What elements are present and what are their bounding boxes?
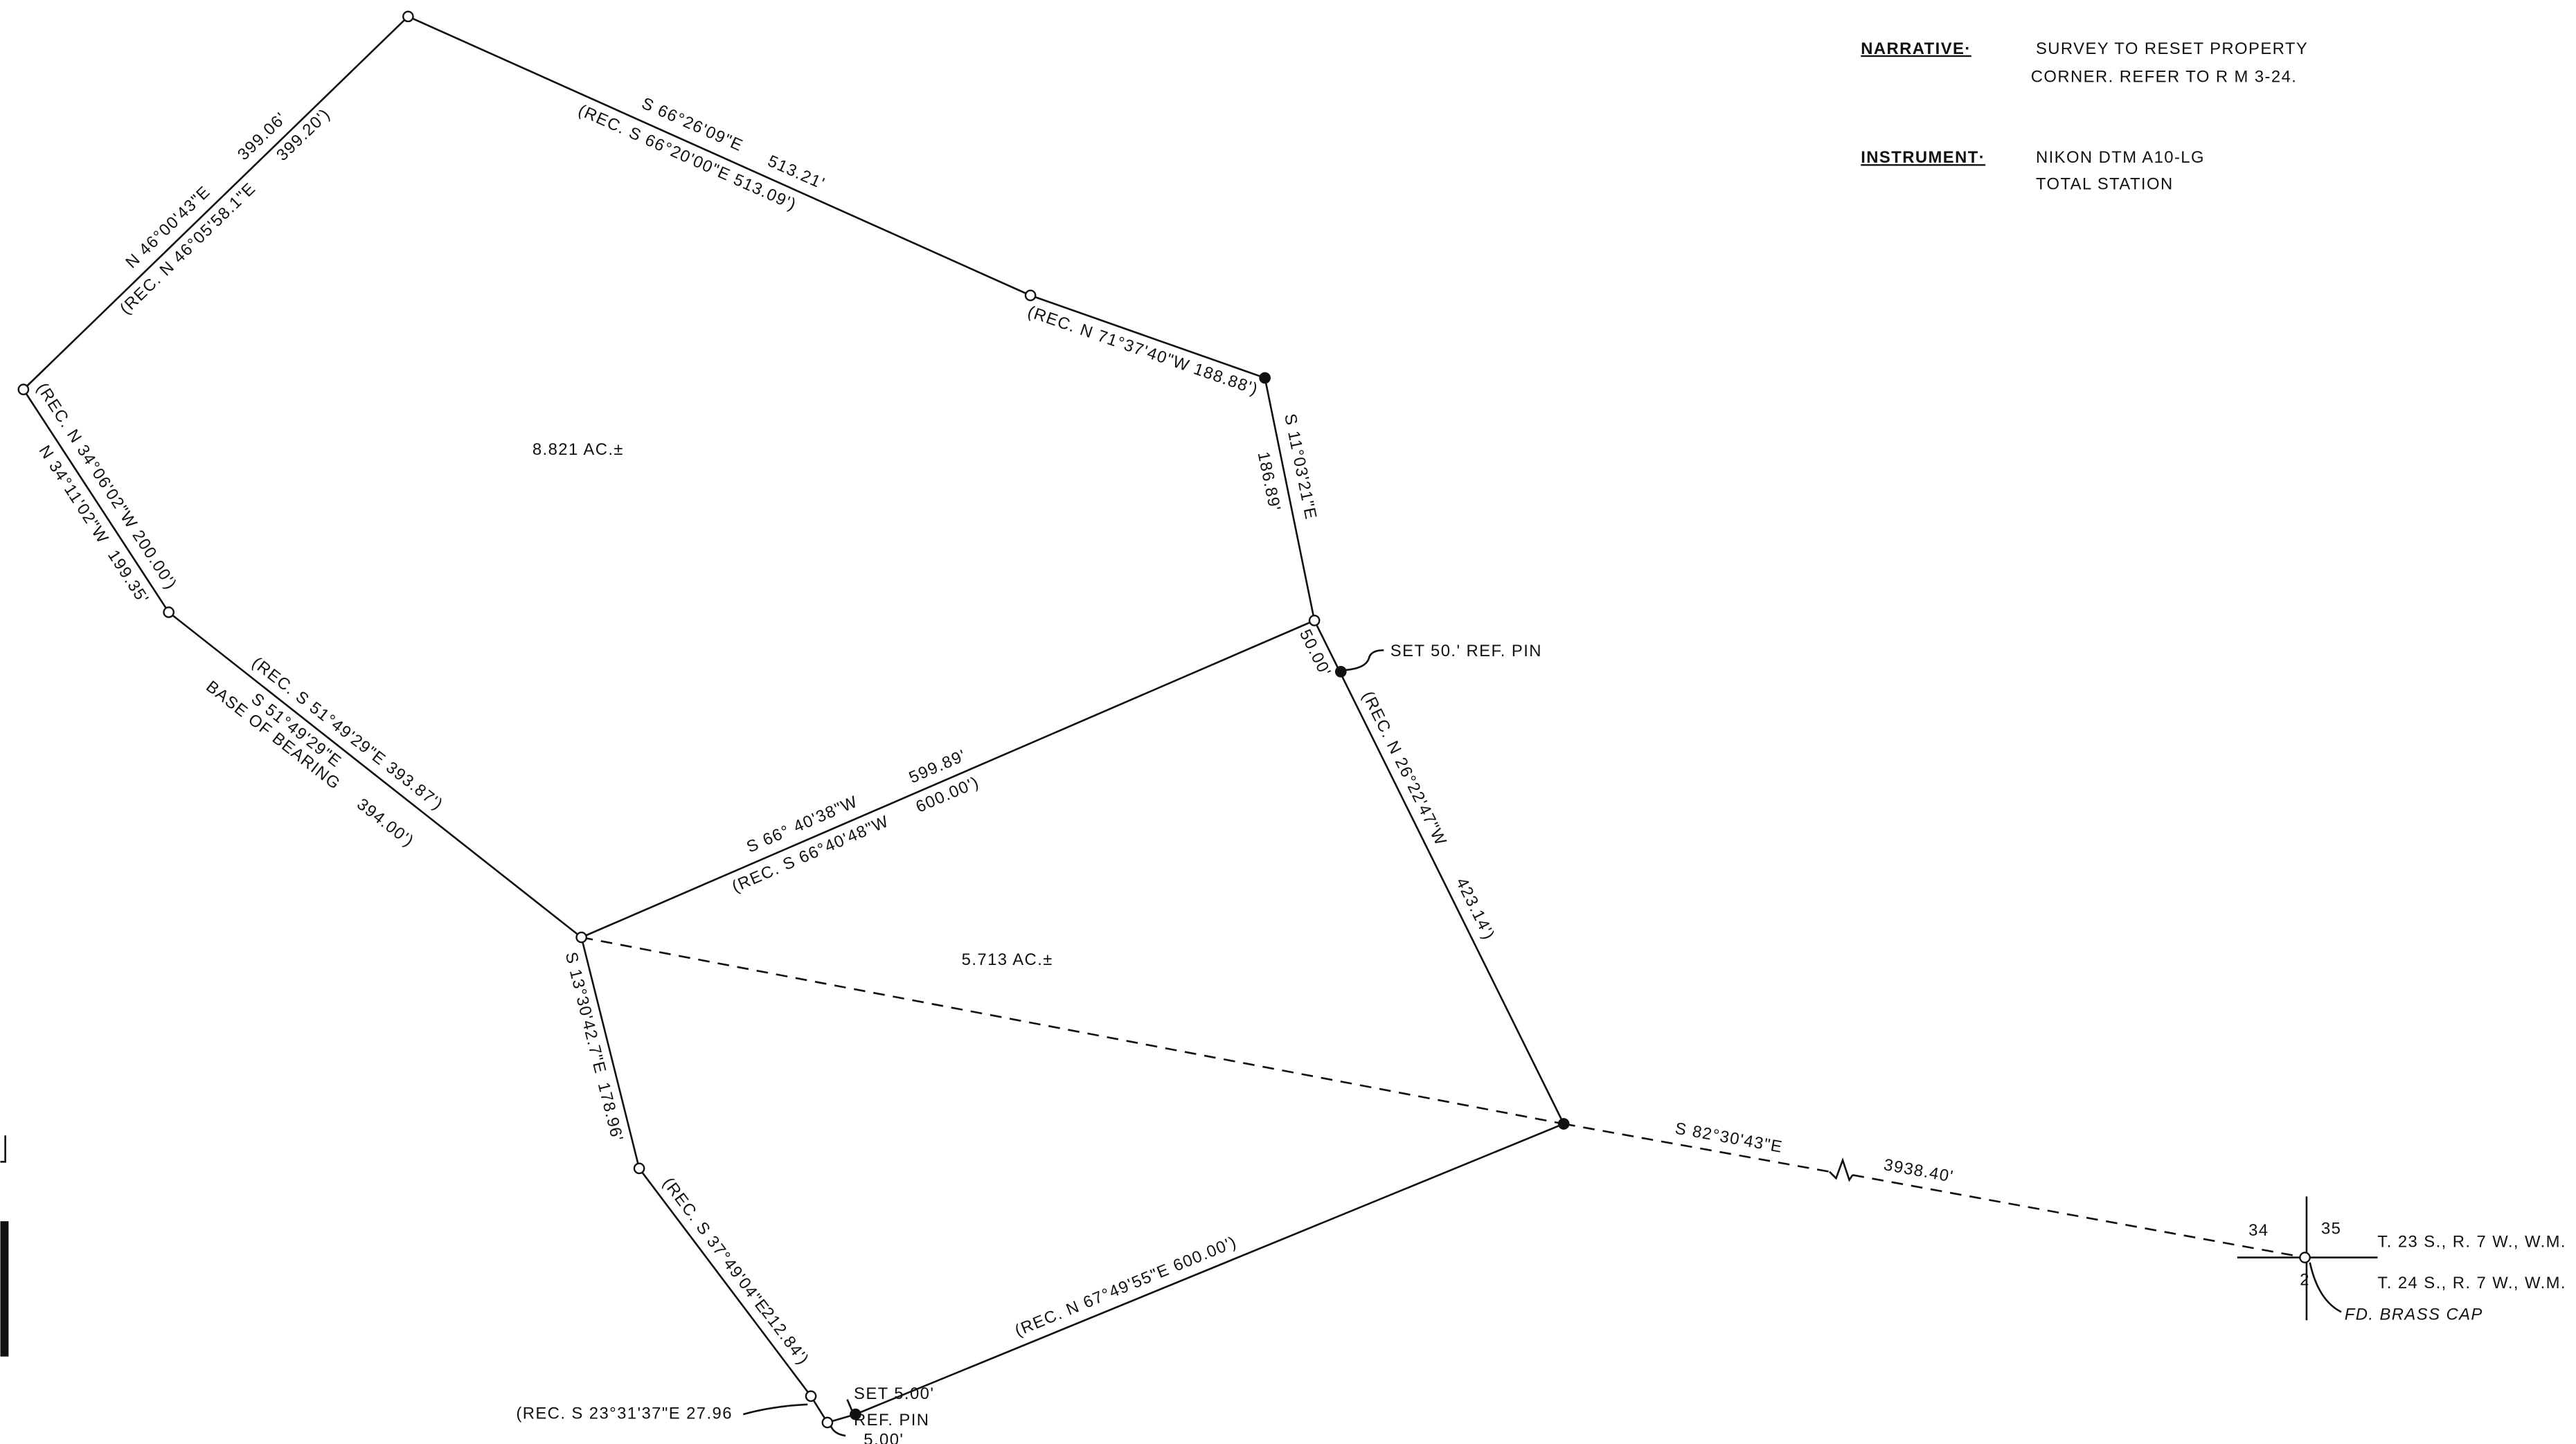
boundary-lines — [22, 15, 2378, 1437]
plat-label: T. 24 S., R. 7 W., W.M. — [2377, 1274, 2566, 1292]
corner — [163, 606, 175, 618]
note-heading: INSTRUMENT· — [1861, 148, 1985, 167]
note-text: TOTAL STATION — [2036, 174, 2174, 193]
plat-label: 394.00') — [353, 795, 418, 851]
tie-line — [1563, 1123, 1830, 1173]
tie-line — [1852, 1174, 2305, 1258]
corner — [17, 383, 30, 395]
plat-label: SET 5.00' — [854, 1384, 934, 1403]
edge-mark — [0, 1221, 9, 1357]
corners — [17, 10, 2311, 1429]
leader — [742, 1403, 808, 1416]
plat-label: 34 — [2248, 1221, 2269, 1240]
plat-label: (REC. S 37°49'04"E — [659, 1174, 773, 1317]
leader — [830, 1425, 846, 1437]
edge-mark — [0, 1135, 6, 1163]
plat-label: (REC. N 71°37'40"W 188.88') — [1026, 303, 1261, 399]
leader — [2309, 1262, 2342, 1313]
plat-label: (REC. N 26°22'47"W — [1358, 688, 1450, 849]
division-line — [581, 620, 1315, 939]
plat-label: S 13°30'42.7"E — [562, 950, 610, 1076]
note-text: CORNER. REFER TO R M 3-24. — [2031, 67, 2298, 86]
plat-label: (REC. S 23°31'37"E 27.96 — [516, 1404, 733, 1423]
corner — [575, 931, 587, 944]
ref-pin — [850, 1408, 861, 1420]
corner — [633, 1162, 645, 1175]
notes: NARRATIVE· SURVEY TO RESET PROPERTY CORN… — [1861, 39, 2308, 193]
plat-label: S 82°30'43"E — [1674, 1119, 1785, 1157]
plat-label: S 11°03'21"E — [1280, 412, 1321, 521]
plat-label: 8.821 AC.± — [533, 440, 624, 459]
leader — [846, 1399, 853, 1411]
plat-label: 5.713 AC.± — [962, 950, 1053, 969]
corner — [1024, 289, 1037, 302]
corner — [821, 1416, 834, 1429]
plat-label: 186.89' — [1254, 450, 1285, 513]
note-heading: NARRATIVE· — [1861, 39, 1971, 58]
plat-label: 423.14') — [1452, 875, 1499, 944]
plat-label: 35 — [2321, 1219, 2341, 1238]
corner — [1259, 372, 1271, 384]
plat-label: 50.00' — [1296, 626, 1334, 680]
corner — [402, 10, 414, 23]
plat-label: FD. BRASS CAP — [2345, 1305, 2483, 1324]
ref-pin — [1334, 665, 1347, 678]
plat-label: 178.96' — [594, 1081, 627, 1144]
plat-label: 5.00' — [864, 1431, 904, 1444]
dashed-tie-line — [581, 936, 1564, 1125]
note-text: SURVEY TO RESET PROPERTY — [2036, 39, 2308, 58]
plat-label: 2 — [2300, 1270, 2310, 1289]
plat-label: T. 23 S., R. 7 W., W.M. — [2377, 1232, 2566, 1251]
corner — [805, 1390, 817, 1402]
leader — [1345, 649, 1384, 671]
note-text: NIKON DTM A10-LG — [2036, 148, 2205, 167]
plat-label: SET 50.' REF. PIN — [1390, 642, 1542, 660]
corner — [1308, 615, 1321, 626]
brass-cap — [2299, 1252, 2311, 1263]
corner — [1557, 1118, 1570, 1130]
break-symbol — [1829, 1157, 1854, 1182]
plat-label: REF. PIN — [854, 1411, 929, 1429]
plat-label: (REC. N 67°49'55"E 600.00') — [1012, 1233, 1240, 1340]
